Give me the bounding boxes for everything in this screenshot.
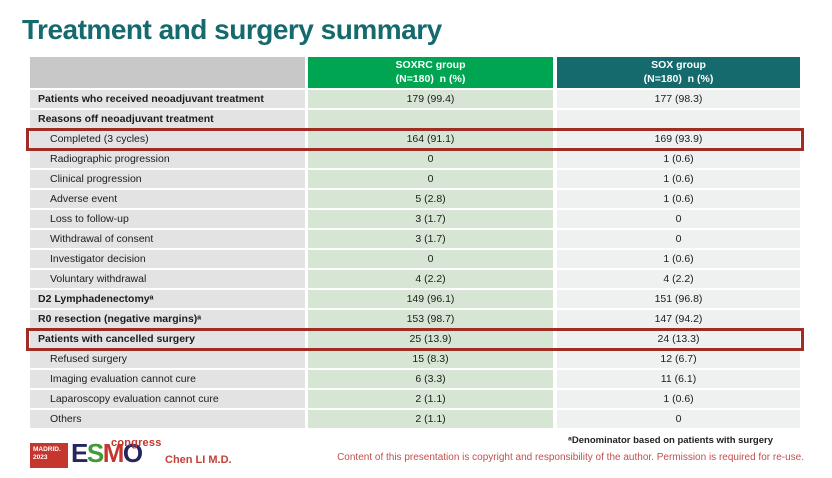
table-header-row: SOXRC group (N=180) n (%) SOX group (N=1… <box>30 57 800 88</box>
page-title: Treatment and surgery summary <box>22 14 442 45</box>
row-label: Completed (3 cycles) <box>30 130 305 148</box>
sox-value <box>557 110 800 128</box>
table-row: Others 2 (1.1) 0 <box>30 410 800 428</box>
sox-value: 1 (0.6) <box>557 170 800 188</box>
sox-group-n: (N=180) n (%) <box>643 72 714 85</box>
soxrc-value: 149 (96.1) <box>308 290 553 308</box>
table-row: Adverse event 5 (2.8) 1 (0.6) <box>30 190 800 208</box>
header-cell-sox-group: SOX group (N=180) n (%) <box>557 57 800 88</box>
esmo-letter: S <box>86 438 104 468</box>
sox-value: 169 (93.9) <box>557 130 800 148</box>
soxrc-value: 153 (98.7) <box>308 310 553 328</box>
row-label: Imaging evaluation cannot cure <box>30 370 305 388</box>
table-row: Refused surgery 15 (8.3) 12 (6.7) <box>30 350 800 368</box>
table-row-highlighted: Patients with cancelled surgery 25 (13.9… <box>26 327 804 351</box>
soxrc-value <box>308 110 553 128</box>
soxrc-group-n: (N=180) n (%) <box>395 72 466 85</box>
sox-value: 0 <box>557 210 800 228</box>
table-row: D2 Lymphadenectomyᵃ 149 (96.1) 151 (96.8… <box>30 290 800 308</box>
row-label: Refused surgery <box>30 350 305 368</box>
row-label: Reasons off neoadjuvant treatment <box>30 110 305 128</box>
sox-value: 1 (0.6) <box>557 190 800 208</box>
row-label: Clinical progression <box>30 170 305 188</box>
madrid-2023-badge: MADRID. 2023 <box>30 443 68 468</box>
row-label: Patients who received neoadjuvant treatm… <box>30 90 305 108</box>
soxrc-value: 6 (3.3) <box>308 370 553 388</box>
row-label: Laparoscopy evaluation cannot cure <box>30 390 305 408</box>
congress-label: congress <box>111 437 162 449</box>
sox-group-name: SOX group <box>651 59 706 72</box>
sox-value: 177 (98.3) <box>557 90 800 108</box>
sox-value: 4 (2.2) <box>557 270 800 288</box>
soxrc-value: 3 (1.7) <box>308 230 553 248</box>
esmo-congress-logo: MADRID. 2023 ESMO congress <box>30 437 200 472</box>
row-label: Adverse event <box>30 190 305 208</box>
sox-value: 1 (0.6) <box>557 150 800 168</box>
table-row: Loss to follow-up 3 (1.7) 0 <box>30 210 800 228</box>
table-row: R0 resection (negative margins)ᵃ 153 (98… <box>30 310 800 328</box>
soxrc-value: 0 <box>308 250 553 268</box>
row-label: R0 resection (negative margins)ᵃ <box>30 310 305 328</box>
soxrc-value: 179 (99.4) <box>308 90 553 108</box>
soxrc-value: 3 (1.7) <box>308 210 553 228</box>
sox-value: 12 (6.7) <box>557 350 800 368</box>
esmo-letter: O <box>122 438 143 468</box>
row-label: Radiographic progression <box>30 150 305 168</box>
soxrc-value: 5 (2.8) <box>308 190 553 208</box>
table-row-highlighted: Completed (3 cycles) 164 (91.1) 169 (93.… <box>26 127 804 151</box>
row-label: Others <box>30 410 305 428</box>
table-row: Voluntary withdrawal 4 (2.2) 4 (2.2) <box>30 270 800 288</box>
table-row: Imaging evaluation cannot cure 6 (3.3) 1… <box>30 370 800 388</box>
copyright-notice: Content of this presentation is copyrigh… <box>337 452 804 463</box>
soxrc-value: 2 (1.1) <box>308 390 553 408</box>
soxrc-value: 164 (91.1) <box>308 130 553 148</box>
table-row: Radiographic progression 0 1 (0.6) <box>30 150 800 168</box>
sox-value: 24 (13.3) <box>557 330 800 348</box>
table-row: Withdrawal of consent 3 (1.7) 0 <box>30 230 800 248</box>
soxrc-value: 4 (2.2) <box>308 270 553 288</box>
sox-value: 147 (94.2) <box>557 310 800 328</box>
sox-value: 151 (96.8) <box>557 290 800 308</box>
sox-value: 1 (0.6) <box>557 250 800 268</box>
table-row: Clinical progression 0 1 (0.6) <box>30 170 800 188</box>
soxrc-value: 2 (1.1) <box>308 410 553 428</box>
table-row: Patients who received neoadjuvant treatm… <box>30 90 800 108</box>
sox-value: 1 (0.6) <box>557 390 800 408</box>
table-row: Laparoscopy evaluation cannot cure 2 (1.… <box>30 390 800 408</box>
row-label: D2 Lymphadenectomyᵃ <box>30 290 305 308</box>
row-label: Investigator decision <box>30 250 305 268</box>
treatment-surgery-table: SOXRC group (N=180) n (%) SOX group (N=1… <box>26 57 804 430</box>
sox-value: 0 <box>557 230 800 248</box>
table-footnote: ᵃDenominator based on patients with surg… <box>568 435 773 446</box>
soxrc-value: 0 <box>308 170 553 188</box>
madrid-badge-year: 2023 <box>33 453 48 461</box>
soxrc-value: 0 <box>308 150 553 168</box>
esmo-letter: E <box>71 438 88 468</box>
row-label: Withdrawal of consent <box>30 230 305 248</box>
esmo-wordmark: ESMO <box>71 438 143 469</box>
soxrc-group-name: SOXRC group <box>395 59 466 72</box>
header-cell-soxrc-group: SOXRC group (N=180) n (%) <box>308 57 553 88</box>
presenter-name: Chen LI M.D. <box>165 454 232 466</box>
row-label: Patients with cancelled surgery <box>30 330 305 348</box>
row-label: Voluntary withdrawal <box>30 270 305 288</box>
table-row: Reasons off neoadjuvant treatment <box>30 110 800 128</box>
sox-value: 11 (6.1) <box>557 370 800 388</box>
sox-value: 0 <box>557 410 800 428</box>
madrid-badge-city: MADRID. <box>33 446 61 453</box>
row-label: Loss to follow-up <box>30 210 305 228</box>
soxrc-value: 15 (8.3) <box>308 350 553 368</box>
header-cell-empty <box>30 57 305 88</box>
soxrc-value: 25 (13.9) <box>308 330 553 348</box>
esmo-letter: M <box>102 438 125 468</box>
table-row: Investigator decision 0 1 (0.6) <box>30 250 800 268</box>
